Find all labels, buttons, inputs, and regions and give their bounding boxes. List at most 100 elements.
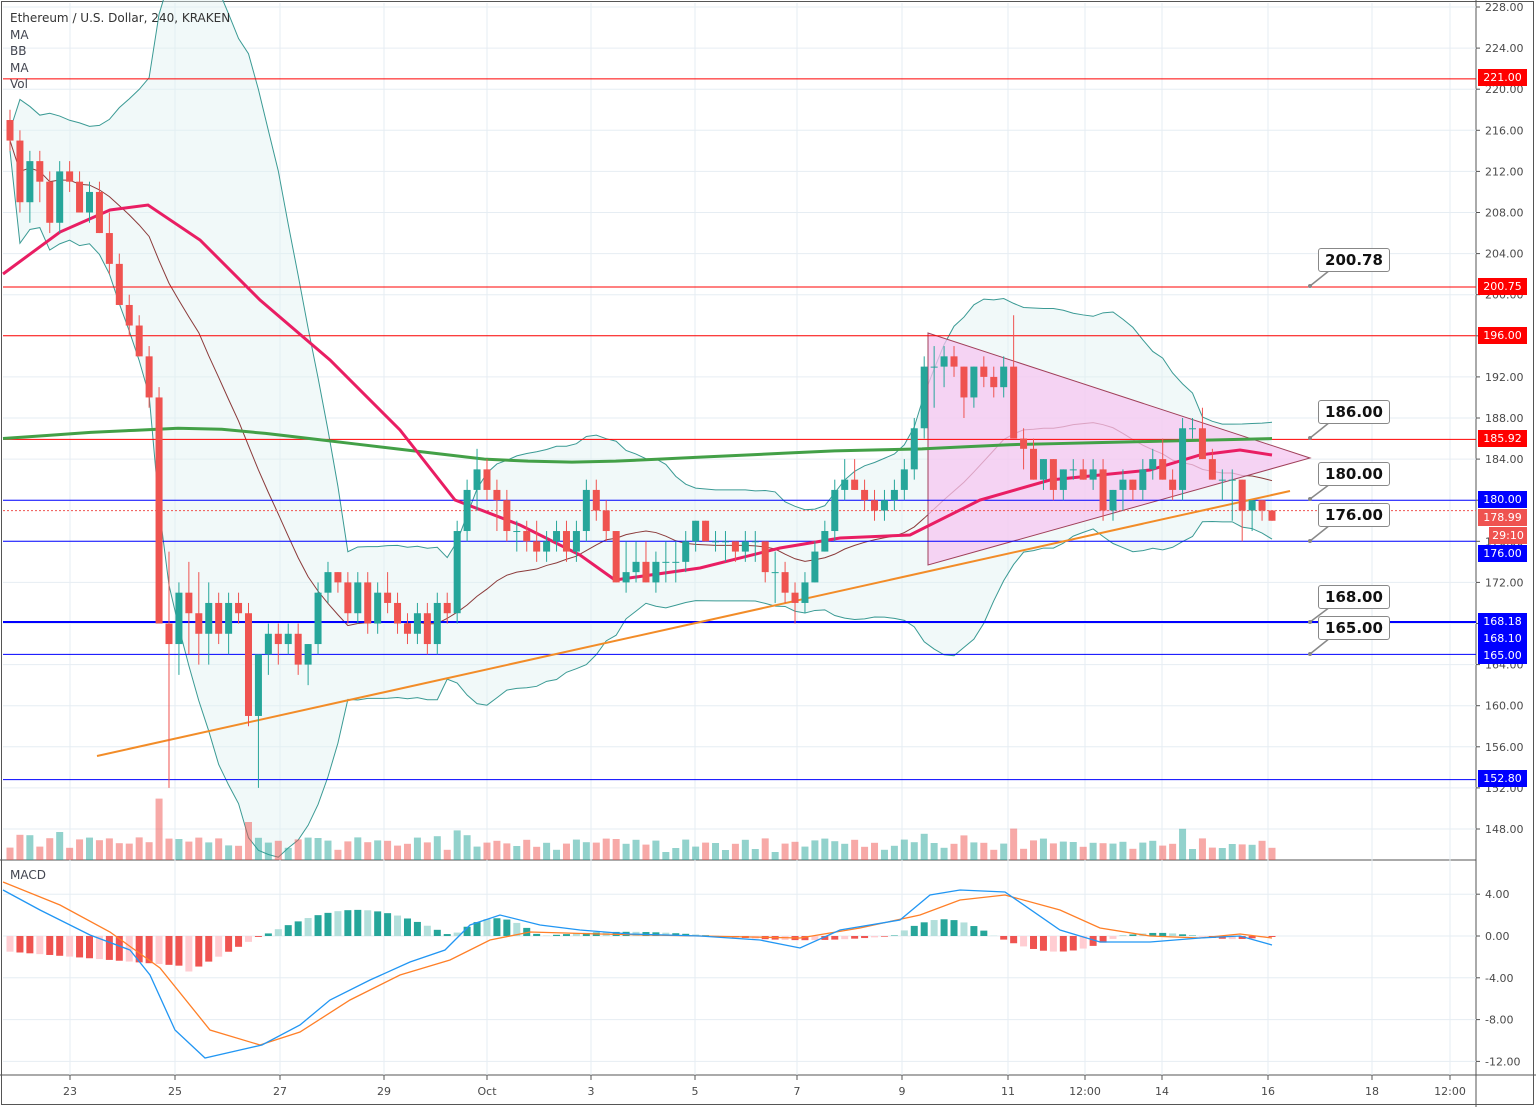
candle-body[interactable]: [125, 304, 133, 326]
indicator-bb[interactable]: BB: [10, 44, 27, 58]
candle-body[interactable]: [851, 479, 859, 490]
candle-body[interactable]: [56, 171, 64, 223]
candle-body[interactable]: [1179, 428, 1187, 490]
candle-body[interactable]: [990, 376, 998, 388]
candle-body[interactable]: [523, 531, 531, 542]
callout-186[interactable]: 186.00: [1318, 400, 1390, 424]
candle-body[interactable]: [1258, 500, 1266, 511]
candle-body[interactable]: [811, 551, 819, 583]
candle-body[interactable]: [344, 582, 352, 614]
candle-body[interactable]: [284, 633, 292, 645]
macd-title[interactable]: MACD: [10, 868, 46, 882]
candle-body[interactable]: [880, 500, 888, 511]
candle-body[interactable]: [264, 633, 272, 655]
candle-body[interactable]: [1109, 489, 1117, 511]
candle-body[interactable]: [1248, 500, 1256, 511]
candle-body[interactable]: [1208, 459, 1216, 480]
candle-body[interactable]: [910, 428, 918, 470]
candle-body[interactable]: [781, 572, 789, 593]
candle-body[interactable]: [354, 582, 362, 614]
candle-body[interactable]: [394, 602, 402, 624]
candle-body[interactable]: [761, 541, 769, 573]
candle-body[interactable]: [970, 366, 978, 398]
candle-body[interactable]: [1149, 459, 1157, 470]
candle-body[interactable]: [1189, 428, 1197, 430]
candle-body[interactable]: [592, 489, 600, 511]
callout-176[interactable]: 176.00: [1318, 503, 1390, 527]
candle-body[interactable]: [513, 531, 521, 533]
candle-body[interactable]: [1069, 469, 1077, 471]
candle-body[interactable]: [751, 541, 759, 543]
candle-body[interactable]: [553, 531, 561, 542]
candle-body[interactable]: [195, 613, 203, 634]
candle-body[interactable]: [36, 161, 44, 182]
candle-body[interactable]: [254, 654, 262, 716]
candle-body[interactable]: [533, 541, 541, 552]
candle-body[interactable]: [712, 541, 720, 543]
candle-body[interactable]: [215, 602, 223, 634]
candle-body[interactable]: [841, 479, 849, 490]
candle-body[interactable]: [165, 623, 173, 645]
candle-body[interactable]: [433, 602, 441, 645]
candle-body[interactable]: [175, 592, 183, 645]
candle-body[interactable]: [334, 572, 342, 583]
candle-body[interactable]: [205, 602, 213, 634]
candle-body[interactable]: [831, 489, 839, 532]
candle-body[interactable]: [692, 520, 700, 542]
candle-body[interactable]: [503, 500, 511, 532]
candle-body[interactable]: [413, 613, 421, 634]
candle-body[interactable]: [66, 171, 74, 182]
candle-body[interactable]: [46, 181, 54, 223]
candle-body[interactable]: [155, 397, 163, 624]
candle-body[interactable]: [85, 191, 93, 213]
candle-body[interactable]: [403, 623, 411, 634]
candle-body[interactable]: [1049, 459, 1057, 490]
candle-body[interactable]: [801, 582, 809, 603]
candle-body[interactable]: [1079, 469, 1087, 480]
callout-180[interactable]: 180.00: [1318, 462, 1390, 486]
candle-body[interactable]: [602, 510, 610, 532]
candle-body[interactable]: [871, 500, 879, 511]
candle-body[interactable]: [930, 366, 938, 368]
candle-body[interactable]: [185, 592, 193, 614]
candle-body[interactable]: [960, 366, 968, 398]
candle-body[interactable]: [324, 572, 332, 593]
candle-body[interactable]: [920, 366, 928, 429]
candle-body[interactable]: [652, 561, 660, 583]
candle-body[interactable]: [940, 356, 948, 367]
candle-body[interactable]: [702, 520, 710, 542]
candle-body[interactable]: [225, 602, 233, 634]
candle-body[interactable]: [1228, 479, 1236, 481]
candle-body[interactable]: [1099, 469, 1107, 511]
candle-body[interactable]: [721, 541, 729, 543]
candle-body[interactable]: [562, 531, 570, 552]
candle-body[interactable]: [1010, 366, 1018, 439]
candle-body[interactable]: [950, 356, 958, 367]
indicator-volume[interactable]: Vol: [10, 77, 28, 91]
candle-body[interactable]: [672, 561, 680, 563]
candle-body[interactable]: [274, 633, 282, 645]
indicator-ma-slow[interactable]: MA: [10, 60, 29, 75]
candle-body[interactable]: [423, 613, 431, 645]
candle-body[interactable]: [1129, 479, 1137, 490]
candle-body[interactable]: [374, 592, 382, 624]
candle-body[interactable]: [1030, 448, 1038, 480]
candle-body[interactable]: [1238, 479, 1246, 511]
candle-body[interactable]: [473, 469, 481, 490]
candle-body[interactable]: [26, 161, 34, 203]
candle-body[interactable]: [1159, 459, 1167, 480]
candle-body[interactable]: [443, 602, 451, 614]
candle-body[interactable]: [493, 489, 501, 501]
candle-body[interactable]: [16, 140, 24, 203]
callout-168[interactable]: 168.00: [1318, 585, 1390, 609]
candle-body[interactable]: [1169, 479, 1177, 490]
candle-body[interactable]: [622, 572, 630, 583]
candle-body[interactable]: [95, 191, 103, 234]
candle-body[interactable]: [105, 233, 113, 264]
candle-body[interactable]: [453, 531, 461, 614]
candle-body[interactable]: [1000, 366, 1008, 388]
candle-body[interactable]: [1089, 469, 1097, 480]
symbol-title[interactable]: Ethereum / U.S. Dollar, 240, KRAKEN: [10, 11, 231, 25]
candle-body[interactable]: [1039, 459, 1047, 480]
